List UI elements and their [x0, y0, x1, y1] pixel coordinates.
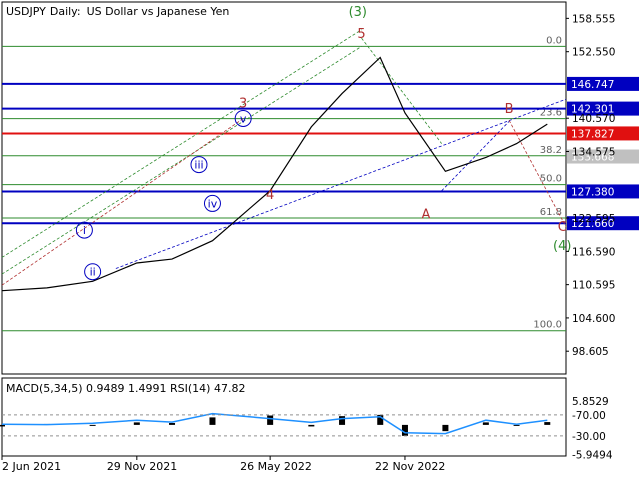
wave-label: i — [83, 224, 86, 237]
chart-header: USDJPY Daily: US Dollar vs Japanese Yen — [6, 5, 229, 18]
wave-label-circle — [75, 221, 93, 239]
time-tick-label: 22 Nov 2022 — [375, 460, 445, 473]
price-level-tag — [567, 76, 639, 91]
indicator-tick-label: -70.00 — [572, 410, 606, 422]
wave-label-circle — [203, 194, 221, 212]
fib-level-label: 61.8 — [540, 207, 562, 218]
wave-label: iii — [194, 159, 203, 172]
wave-label: iv — [208, 197, 218, 210]
macd-histogram-bar — [133, 422, 140, 425]
trend-line — [508, 120, 567, 228]
price-tick-label: 152.550 — [572, 47, 615, 59]
wave-label: v — [240, 112, 247, 125]
fibonacci-levels: 0.0 23.6 38.2 50.0 61.8 100.0 — [2, 35, 566, 332]
macd-histogram-bar — [339, 416, 346, 425]
price-level-value: 137.827 — [571, 128, 614, 140]
fib-level-label: 38.2 — [540, 145, 562, 156]
macd-histogram-bar — [544, 422, 551, 425]
wave-label: (3) — [349, 5, 367, 20]
price-series — [1, 56, 548, 292]
macd-histogram-bar — [89, 424, 96, 426]
indicator-tick-label: -30.00 — [572, 431, 606, 443]
support-resistance-levels: 146.747 142.301 137.827 127.380 121.660 133.6… — [2, 76, 639, 231]
price-tick-label: 116.590 — [572, 246, 615, 258]
macd-histogram-bar — [308, 424, 315, 427]
trend-line — [1, 46, 362, 275]
price-level-tag — [567, 216, 639, 231]
trend-line — [1, 118, 244, 286]
macd-histogram-bar — [513, 424, 520, 426]
timeframe-label: Daily: — [50, 5, 81, 18]
macd-histogram-bar — [0, 424, 5, 427]
trend-line — [361, 37, 442, 144]
price-tick-label: 134.575 — [572, 146, 615, 158]
time-axis: 2 Jun 2021 29 Nov 2021 26 May 2022 22 Nov 2… — [1, 456, 445, 473]
wave-label: 4 — [266, 188, 274, 203]
indicator-panel — [1, 377, 567, 457]
trend-lines — [1, 29, 567, 286]
macd-histogram-bar — [267, 415, 274, 425]
price-line — [1, 56, 548, 292]
wave-label-circle — [234, 109, 252, 127]
indicator-title: MACD(5,34,5) 0.9489 1.4991 RSI(14) 47.82 — [6, 382, 245, 395]
indicator-tick-label: 5.8529 — [572, 396, 609, 408]
price-tick-label: 104.600 — [572, 313, 615, 325]
price-level-value: 142.301 — [571, 104, 614, 116]
macd-histogram-bar — [442, 424, 449, 432]
wave-label-circle — [190, 156, 208, 174]
symbol-label: USDJPY — [6, 5, 46, 18]
time-tick-label: 26 May 2022 — [240, 460, 312, 473]
indicator-series — [0, 412, 566, 437]
wave-label: A — [421, 208, 430, 223]
time-tick-label: 29 Nov 2021 — [107, 460, 177, 473]
trend-line — [115, 98, 567, 269]
trend-line — [441, 121, 510, 192]
wave-label: ii — [90, 266, 96, 279]
price-panel — [1, 1, 567, 375]
trend-line — [1, 29, 362, 258]
wave-label: B — [505, 102, 514, 117]
macd-histogram-bar — [401, 424, 408, 436]
macd-histogram-bar — [209, 417, 216, 425]
fib-level-label: 0.0 — [546, 35, 562, 46]
price-level-value: 127.380 — [571, 186, 614, 198]
fib-level-label: 50.0 — [540, 174, 562, 185]
indicator-axis: 5.8529 -70.00 -30.00 -5.9494 — [572, 396, 613, 462]
price-tick-label: 98.605 — [572, 346, 609, 358]
price-level-value: 146.747 — [571, 79, 614, 91]
macd-histogram-bar — [482, 422, 489, 425]
price-tick-label: 122.595 — [572, 213, 615, 225]
wave-label: (4) — [553, 239, 571, 254]
fib-level-label: 100.0 — [533, 320, 562, 331]
indicator-tick-label: -5.9494 — [572, 449, 613, 461]
wave-label-circle — [84, 263, 102, 281]
current-price-tag — [567, 149, 639, 164]
price-axis: 158.555 152.550 140.570 134.575 122.595 116.5… — [566, 13, 615, 358]
description-label: US Dollar vs Japanese Yen — [87, 5, 230, 18]
price-tick-label: 140.570 — [572, 113, 615, 125]
price-level-tag — [567, 101, 639, 116]
macd-histogram-bar — [377, 414, 384, 425]
rsi-line — [1, 412, 548, 435]
wave-label: 3 — [239, 96, 247, 111]
price-level-value: 121.660 — [571, 218, 614, 230]
time-tick-label: 2 Jun 2021 — [2, 460, 61, 473]
wave-label: C — [558, 220, 567, 235]
macd-histogram-bar — [169, 423, 176, 425]
wave-label: 5 — [357, 27, 365, 42]
price-level-tag — [567, 184, 639, 199]
price-tick-label: 110.595 — [572, 280, 615, 292]
price-level-tag — [567, 126, 639, 141]
fib-level-label: 23.6 — [540, 108, 562, 119]
current-price-value: 133.668 — [571, 152, 614, 164]
price-tick-label: 158.555 — [572, 13, 615, 25]
